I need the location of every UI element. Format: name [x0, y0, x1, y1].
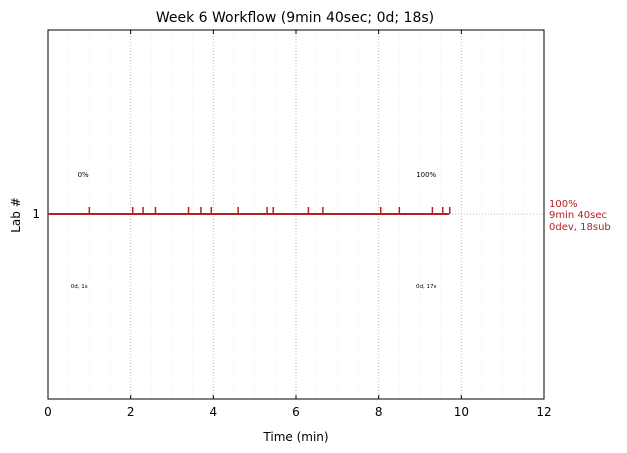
start-percent-label: 0%: [78, 171, 89, 179]
chart-title: Week 6 Workflow (9min 40sec; 0d; 18s): [156, 10, 434, 26]
x-tick-label: 4: [210, 405, 218, 419]
end-percent-label: 100%: [416, 171, 436, 179]
x-tick-label: 8: [375, 405, 383, 419]
x-tick-label: 0: [44, 405, 52, 419]
right-label-counts: 0dev, 18sub: [549, 222, 611, 233]
y-axis-label: Lab #: [9, 197, 23, 233]
x-ticks: 0 2 4 6 8 10 12: [44, 30, 552, 419]
y-tick-label: 1: [32, 207, 40, 221]
x-tick-label: 6: [292, 405, 300, 419]
x-tick-label: 12: [536, 405, 551, 419]
x-tick-label: 2: [127, 405, 135, 419]
event-markers: [88, 207, 451, 214]
x-axis-label: Time (min): [262, 430, 328, 444]
right-label-percent: 100%: [549, 199, 578, 210]
x-tick-label: 10: [454, 405, 469, 419]
start-counts-label: 0d, 1s: [71, 284, 88, 290]
end-counts-label: 0d, 17s: [416, 284, 436, 290]
right-label-duration: 9min 40sec: [549, 210, 607, 221]
